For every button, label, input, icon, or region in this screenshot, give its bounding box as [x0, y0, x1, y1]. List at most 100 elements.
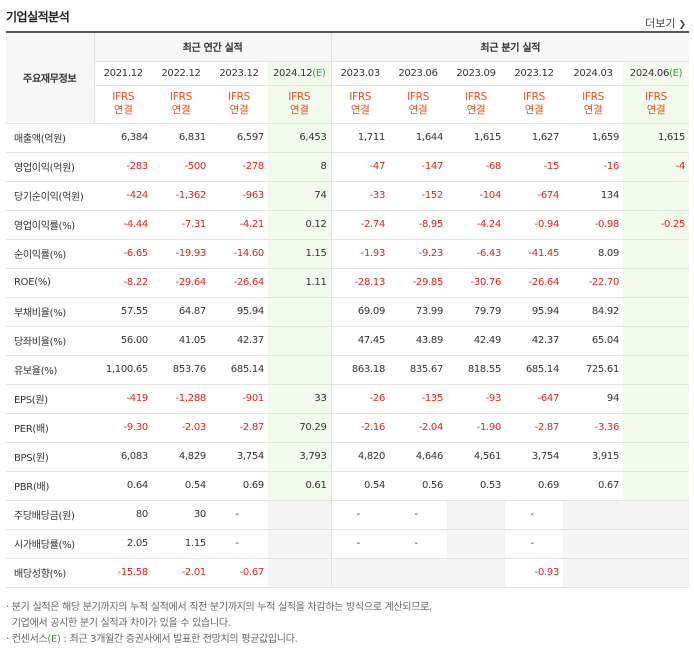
value-cell: -901 [210, 383, 268, 414]
value-cell: 0.12 [268, 209, 332, 240]
value-cell [623, 529, 690, 559]
basis-standard: IFRS [288, 91, 311, 103]
value-cell: 4,646 [389, 442, 448, 472]
value-cell: -26.64 [505, 268, 564, 298]
value-cell [563, 499, 624, 530]
value-cell: 42.37 [505, 326, 564, 356]
note-1-text: 분기 실적은 해당 분기까지의 누적 실적에서 직전 분기까지의 누적 실적을 … [11, 602, 432, 613]
basis-label: IFRS 연결 [210, 85, 268, 124]
value-cell [623, 239, 690, 269]
value-cell: -3.36 [563, 413, 624, 443]
value-cell: - [330, 529, 390, 559]
value-cell [268, 326, 332, 356]
value-cell: -29.64 [152, 268, 210, 298]
value-cell: 69.09 [330, 296, 390, 327]
value-cell: 30 [152, 499, 210, 530]
period-label: 2024.03 [573, 67, 613, 79]
period-label: 2024.12 [273, 67, 313, 79]
period-header: 2022.12 [152, 61, 210, 86]
row-label: 순이익률(%) [6, 239, 94, 269]
basis-label: IFRS 연결 [447, 85, 506, 124]
value-cell: -93 [447, 383, 506, 414]
value-cell: -2.87 [505, 413, 564, 443]
value-cell: 1,615 [447, 122, 506, 153]
value-cell: 835.67 [389, 355, 448, 385]
value-cell: -0.67 [210, 558, 268, 588]
basis-label: IFRS 연결 [268, 85, 332, 124]
value-cell: 42.49 [447, 326, 506, 356]
value-cell: 3,793 [268, 442, 332, 472]
value-cell: 65.04 [563, 326, 624, 356]
row-label: 주당배당금(원) [6, 499, 94, 530]
period-label: 2021.12 [103, 67, 144, 79]
table-row: 시가배당률(%) 2.05 1.15- - - - [6, 529, 690, 559]
value-cell: 94 [563, 383, 624, 414]
value-cell: 0.53 [447, 471, 506, 501]
value-cell [623, 268, 690, 298]
value-cell: -0.94 [505, 209, 564, 240]
value-cell: 79.79 [447, 296, 506, 327]
value-cell: -4.44 [94, 209, 152, 240]
basis-standard: IFRS [170, 91, 192, 103]
basis-scope: 연결 [524, 104, 544, 116]
period-label: 2023.12 [219, 67, 259, 79]
value-cell [623, 558, 690, 588]
basis-label: IFRS 연결 [330, 85, 390, 124]
basis-label: IFRS 연결 [152, 85, 210, 124]
value-cell [268, 529, 332, 559]
value-cell: 2.05 [94, 529, 152, 559]
row-label: ROE(%) [6, 268, 94, 298]
note-2: · 컨센서스(E) : 최근 3개월간 증권사에서 발표한 전망치의 평균값입니… [6, 634, 298, 645]
table-row: 당좌비율(%) 56.00 41.05 42.37 47.45 43.89 42.49 42.… [6, 326, 690, 356]
basis-label: IFRS 연결 [94, 85, 152, 124]
table-row: ROE(%) -8.22 -29.64 -26.64 1.11 -28.13 -29.85-… [6, 268, 690, 298]
value-cell: - [505, 499, 564, 530]
value-cell: 1.11 [268, 268, 332, 298]
period-header: 2023.03 [330, 61, 390, 86]
value-cell: 70.29 [268, 413, 332, 443]
period-label: 2024.06 [629, 67, 670, 79]
financial-summary-table: 주요재무정보 최근 연간 실적 최근 분기 실적 2021.12 2022.12 2… [6, 31, 690, 588]
value-cell: -1.93 [330, 239, 390, 269]
value-cell: -19.93 [152, 239, 210, 269]
value-cell: 6,384 [94, 122, 152, 153]
basis-standard: IFRS [228, 91, 250, 103]
chevron-right-icon: ❯ [678, 20, 686, 30]
basis-standard: IFRS [645, 91, 667, 103]
value-cell: -4 [623, 152, 690, 182]
value-cell: -30.76 [447, 268, 506, 298]
value-cell: 6,597 [210, 122, 268, 153]
table-row: BPS(원) 6,083 4,829 3,754 3,793 4,820 4,646 4,56… [6, 442, 690, 472]
row-label: 배당성향(%) [6, 558, 94, 588]
value-cell: -14.60 [210, 239, 268, 269]
more-link[interactable]: 더보기 ❯ [645, 15, 686, 31]
group-annual: 최근 연간 실적 [94, 32, 332, 62]
value-cell: 8 [268, 152, 332, 182]
value-cell: 33 [268, 383, 332, 414]
value-cell: 57.55 [94, 296, 152, 327]
value-cell [623, 181, 690, 211]
value-cell: -7.31 [152, 209, 210, 240]
row-label: BPS(원) [6, 442, 94, 472]
value-cell: 43.89 [389, 326, 448, 356]
value-cell: 4,820 [330, 442, 390, 472]
row-label: PBR(배) [6, 471, 94, 501]
period-header: 2023.12 [210, 61, 268, 86]
period-label: 2023.09 [456, 67, 496, 79]
value-cell: 95.94 [210, 296, 268, 327]
value-cell [268, 499, 332, 530]
value-cell: -8.22 [94, 268, 152, 298]
value-cell: -68 [447, 152, 506, 182]
basis-scope: 연결 [289, 104, 309, 116]
value-cell [563, 529, 624, 559]
basis-scope: 연결 [171, 104, 191, 116]
value-cell [330, 558, 390, 588]
value-cell: -16 [563, 152, 624, 182]
note-2-text: : 최근 3개월간 증권사에서 발표한 전망치의 평균값입니다. [63, 634, 298, 645]
value-cell [623, 326, 690, 356]
value-cell: -2.01 [152, 558, 210, 588]
period-header: 2024.03 [563, 61, 624, 86]
value-cell: -6.65 [94, 239, 152, 269]
value-cell: 0.54 [330, 471, 390, 501]
value-cell: -647 [505, 383, 564, 414]
